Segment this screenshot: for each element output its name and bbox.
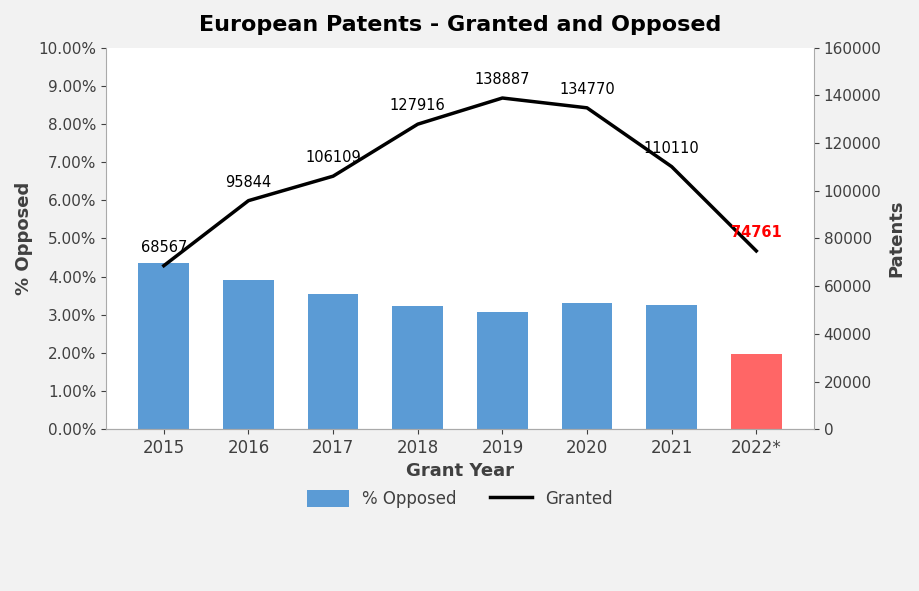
- Bar: [645, 305, 697, 429]
- Text: 74761: 74761: [730, 225, 781, 240]
- Title: European Patents - Granted and Opposed: European Patents - Granted and Opposed: [199, 15, 720, 35]
- Text: 106109: 106109: [305, 151, 360, 165]
- Text: 110110: 110110: [643, 141, 698, 156]
- Text: 68567: 68567: [141, 240, 187, 255]
- Text: 95844: 95844: [225, 175, 271, 190]
- Bar: [138, 263, 189, 429]
- Text: 138887: 138887: [474, 72, 529, 87]
- Bar: [561, 303, 612, 429]
- Text: 127916: 127916: [390, 99, 445, 113]
- Bar: [391, 306, 443, 429]
- X-axis label: Grant Year: Grant Year: [405, 463, 514, 480]
- Bar: [222, 280, 274, 429]
- Text: 134770: 134770: [559, 82, 614, 97]
- Bar: [307, 294, 358, 429]
- Bar: [730, 354, 781, 429]
- Y-axis label: Patents: Patents: [886, 200, 904, 277]
- Legend: % Opposed, Granted: % Opposed, Granted: [299, 482, 620, 517]
- Y-axis label: % Opposed: % Opposed: [15, 182, 33, 295]
- Bar: [476, 312, 528, 429]
